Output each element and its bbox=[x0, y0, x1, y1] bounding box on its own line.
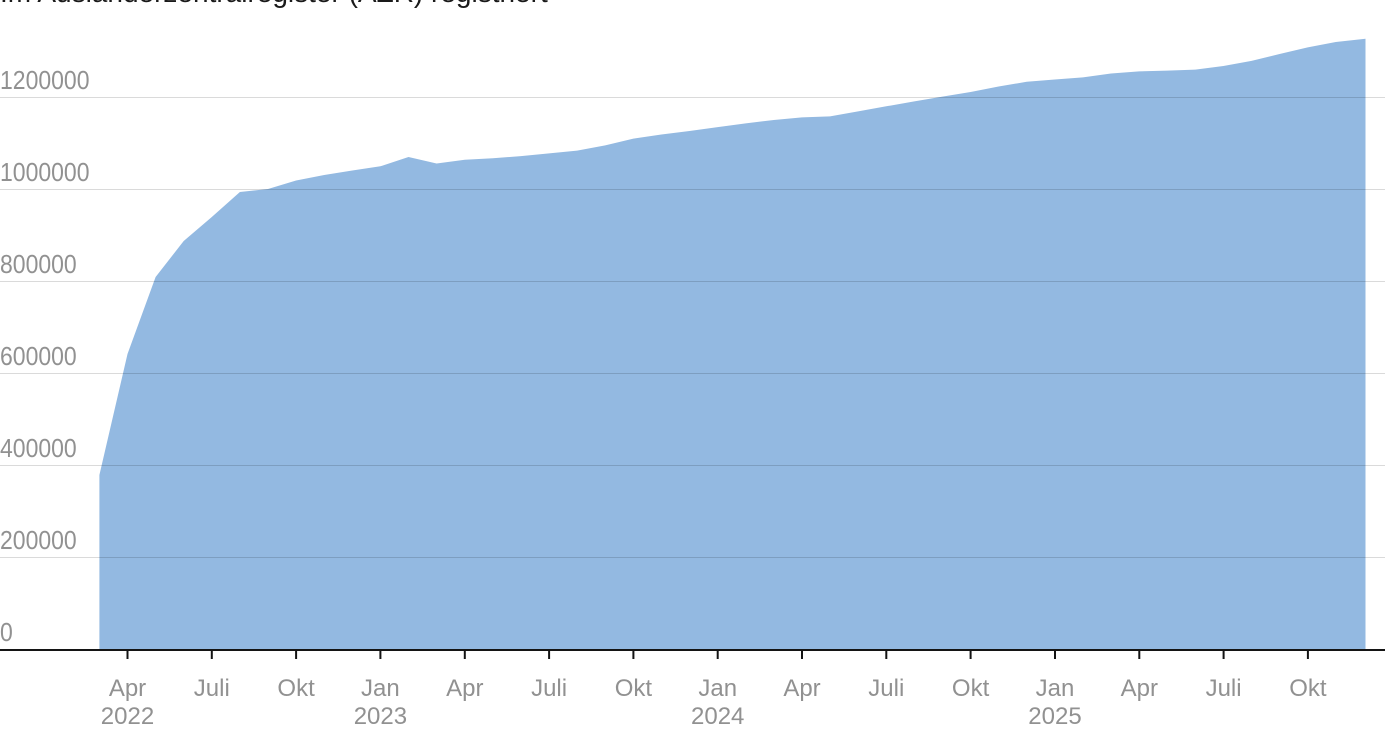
svg-text:400000: 400000 bbox=[0, 433, 77, 463]
svg-text:2022: 2022 bbox=[101, 703, 154, 730]
svg-text:Okt: Okt bbox=[952, 675, 990, 702]
svg-text:200000: 200000 bbox=[0, 525, 77, 555]
svg-text:800000: 800000 bbox=[0, 249, 77, 279]
svg-text:2025: 2025 bbox=[1028, 703, 1081, 730]
svg-text:Okt: Okt bbox=[1289, 675, 1327, 702]
svg-text:Juli: Juli bbox=[868, 675, 904, 702]
svg-text:Juli: Juli bbox=[531, 675, 567, 702]
svg-text:Jan: Jan bbox=[698, 675, 737, 702]
svg-text:Juli: Juli bbox=[1206, 675, 1242, 702]
svg-text:1000000: 1000000 bbox=[0, 157, 90, 187]
svg-text:Jan: Jan bbox=[361, 675, 400, 702]
svg-text:Juli: Juli bbox=[194, 675, 230, 702]
svg-text:600000: 600000 bbox=[0, 341, 77, 371]
svg-text:Jan: Jan bbox=[1036, 675, 1075, 702]
svg-text:Apr: Apr bbox=[1121, 675, 1158, 702]
svg-text:Apr: Apr bbox=[109, 675, 146, 702]
svg-text:Okt: Okt bbox=[615, 675, 653, 702]
svg-text:1200000: 1200000 bbox=[0, 65, 90, 95]
svg-text:2023: 2023 bbox=[354, 703, 407, 730]
svg-text:0: 0 bbox=[0, 617, 13, 647]
svg-text:Apr: Apr bbox=[446, 675, 483, 702]
svg-text:Okt: Okt bbox=[277, 675, 315, 702]
svg-text:2024: 2024 bbox=[691, 703, 744, 730]
svg-text:Apr: Apr bbox=[783, 675, 820, 702]
